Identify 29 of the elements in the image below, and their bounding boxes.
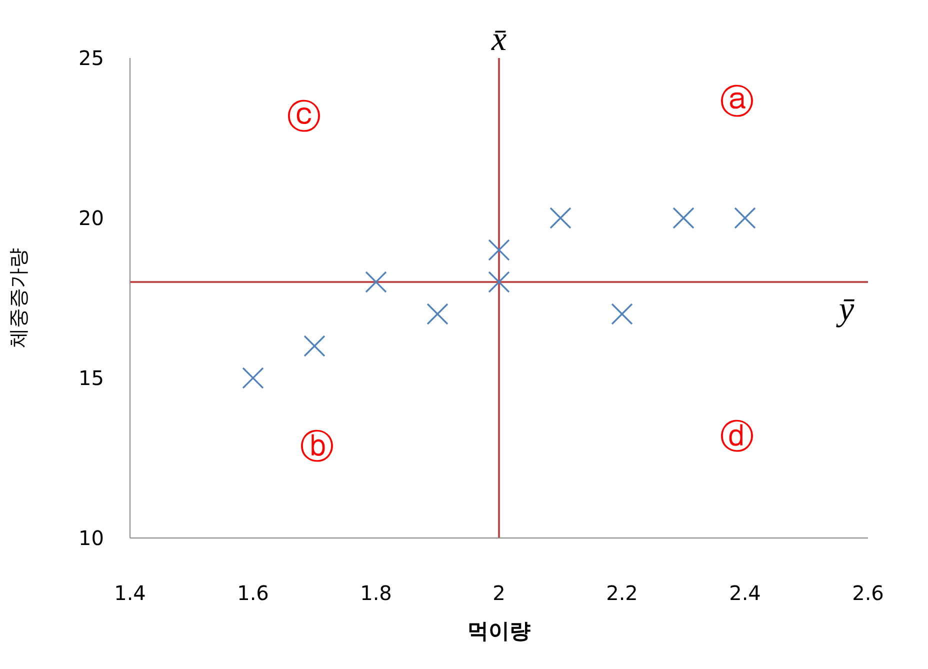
x-tick-label: 1.8	[360, 581, 392, 606]
x-tick-label: 1.6	[237, 581, 269, 606]
point	[550, 207, 572, 229]
annotation: ⓓ	[720, 417, 754, 457]
y-tick-label: 10	[78, 526, 104, 550]
point	[672, 207, 694, 229]
point	[426, 303, 448, 325]
x-tick-label: 2	[492, 581, 506, 606]
ref-line-label: x̄	[490, 21, 507, 58]
x-tick-label: 2.4	[729, 581, 761, 606]
y-tick-label: 20	[78, 206, 104, 230]
x-tick-label: 2.2	[606, 581, 638, 606]
point	[734, 207, 756, 229]
annotation: ⓑ	[300, 427, 334, 467]
y-tick-label: 15	[78, 366, 104, 390]
point	[304, 335, 326, 357]
annotation: ⓐ	[720, 82, 754, 122]
point	[611, 303, 633, 325]
y-tick-label: 25	[78, 46, 104, 70]
point	[242, 367, 264, 389]
x-tick-label: 2.6	[852, 581, 884, 606]
ref-line-label: ȳ	[836, 291, 855, 328]
point	[488, 239, 510, 261]
x-tick-label: 1.4	[114, 581, 146, 606]
y-axis-title: 체중증가량	[6, 248, 30, 348]
annotation: ⓒ	[287, 97, 321, 137]
point	[365, 271, 387, 293]
x-axis-title: 먹이량	[468, 619, 530, 643]
point	[488, 271, 510, 293]
